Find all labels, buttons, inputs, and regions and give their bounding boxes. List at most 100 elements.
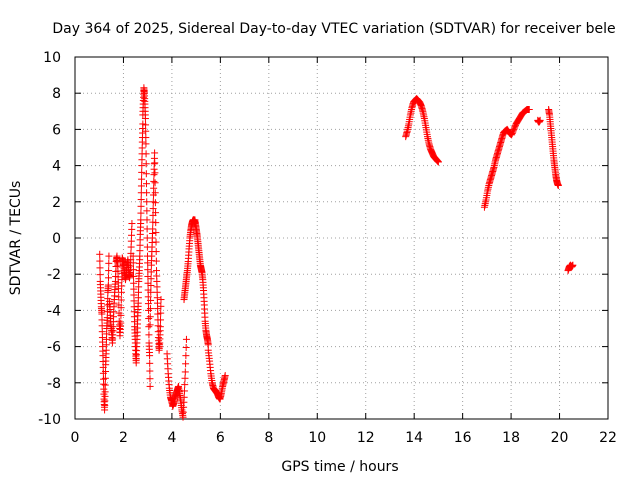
data-point <box>525 105 533 113</box>
data-point <box>105 259 113 267</box>
data-point <box>101 388 109 396</box>
data-point <box>151 159 159 167</box>
data-point <box>137 182 145 190</box>
data-point <box>142 140 150 148</box>
data-point <box>147 268 155 276</box>
data-point <box>105 274 113 282</box>
data-point <box>181 374 189 382</box>
data-point <box>181 381 189 389</box>
y-tick-label: 0 <box>52 231 61 247</box>
data-point <box>142 160 150 168</box>
data-point <box>157 302 165 310</box>
data-point <box>128 231 136 239</box>
data-point <box>137 216 145 224</box>
data-point <box>181 368 189 376</box>
data-point <box>142 180 150 188</box>
data-point <box>130 279 138 287</box>
chart-title: Day 364 of 2025, Sidereal Day-to-day VTE… <box>52 21 615 37</box>
data-point <box>114 261 122 269</box>
data-point <box>118 282 126 290</box>
data-point <box>157 309 165 317</box>
data-point <box>434 158 442 166</box>
data-point <box>138 175 146 183</box>
data-point <box>114 273 122 281</box>
data-point <box>147 275 155 283</box>
y-tick-label: -6 <box>47 340 61 356</box>
data-point <box>138 144 146 152</box>
data-point <box>152 248 160 256</box>
y-tick-label: 6 <box>52 122 61 138</box>
axis-ticks <box>74 56 609 420</box>
data-point <box>180 393 188 401</box>
y-tick-label: -10 <box>38 412 61 428</box>
data-point <box>152 209 160 217</box>
y-tick-label: 8 <box>52 86 61 102</box>
data-point <box>129 259 137 267</box>
data-point <box>101 381 109 389</box>
x-tick-label: 6 <box>216 430 225 446</box>
data-point <box>146 352 154 360</box>
y-tick-label: -2 <box>47 267 61 283</box>
data-point <box>129 252 137 260</box>
data-point <box>180 387 188 395</box>
data-point <box>96 257 104 265</box>
data-point <box>137 196 145 204</box>
y-tick-label: -4 <box>47 303 61 319</box>
data-point <box>142 121 150 129</box>
data-point <box>147 296 155 304</box>
x-tick-label: 12 <box>357 430 375 446</box>
data-point <box>142 127 150 135</box>
data-point <box>146 359 154 367</box>
x-tick-label: 16 <box>454 430 472 446</box>
data-point <box>145 323 153 331</box>
data-point <box>147 282 155 290</box>
data-point <box>130 285 138 293</box>
data-point <box>143 189 151 197</box>
data-point <box>154 310 162 318</box>
data-point <box>554 182 562 190</box>
data-point <box>104 281 112 289</box>
data-point <box>146 382 154 390</box>
data-point <box>128 225 136 233</box>
data-point <box>117 311 125 319</box>
x-tick-label: 20 <box>551 430 569 446</box>
x-tick-label: 18 <box>502 430 520 446</box>
data-point <box>130 297 138 305</box>
data-point <box>151 149 159 157</box>
data-point <box>149 225 157 233</box>
data-point <box>152 219 160 227</box>
data-point <box>144 259 152 267</box>
data-point <box>157 316 165 324</box>
y-tick-label: 4 <box>52 159 61 175</box>
x-axis-tick-labels: 0 2 4 6 8 10 12 14 16 18 20 22 <box>71 430 617 446</box>
data-point <box>138 162 146 170</box>
y-tick-label: 2 <box>52 195 61 211</box>
data-point <box>151 199 159 207</box>
data-point <box>152 238 160 246</box>
data-point <box>150 177 158 185</box>
y-tick-label: -8 <box>47 376 61 392</box>
data-point <box>182 352 190 360</box>
data-point <box>146 305 154 313</box>
data-point <box>117 304 125 312</box>
data-point <box>98 328 106 336</box>
x-tick-label: 14 <box>405 430 423 446</box>
data-point <box>151 179 159 187</box>
data-point <box>117 288 125 296</box>
data-point <box>146 367 154 375</box>
data-point <box>128 220 136 228</box>
x-tick-label: 8 <box>264 430 273 446</box>
data-point <box>138 156 146 164</box>
data-point <box>182 344 190 352</box>
data-point <box>145 315 153 323</box>
data-point <box>114 267 122 275</box>
y-tick-label: 10 <box>43 50 61 66</box>
data-point <box>152 257 160 265</box>
data-point <box>142 150 150 158</box>
data-point <box>137 202 145 210</box>
data-point <box>143 198 151 206</box>
data-point <box>156 323 164 331</box>
data-point <box>143 216 151 224</box>
data-point <box>182 335 190 343</box>
